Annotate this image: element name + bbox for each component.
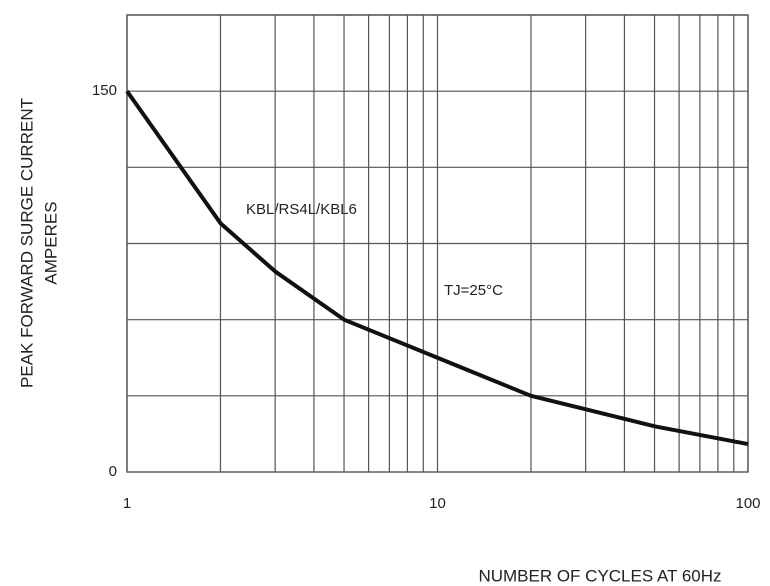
y-tick-label: 0: [109, 463, 117, 480]
y-axis-label: AMPERES: [41, 201, 60, 284]
y-tick-label: 150: [92, 82, 117, 99]
x-tick-label: 10: [429, 495, 446, 512]
series-label: KBL/RS4L/KBL6: [246, 201, 357, 218]
x-tick-label: 1: [123, 495, 131, 512]
x-axis-label: NUMBER OF CYCLES AT 60Hz: [478, 566, 721, 585]
data-line: [125, 90, 749, 447]
y-axis-label: PEAK FORWARD SURGE CURRENT: [17, 98, 36, 388]
x-tick-label: 100: [735, 495, 760, 512]
annotation: TJ=25°C: [444, 282, 503, 299]
